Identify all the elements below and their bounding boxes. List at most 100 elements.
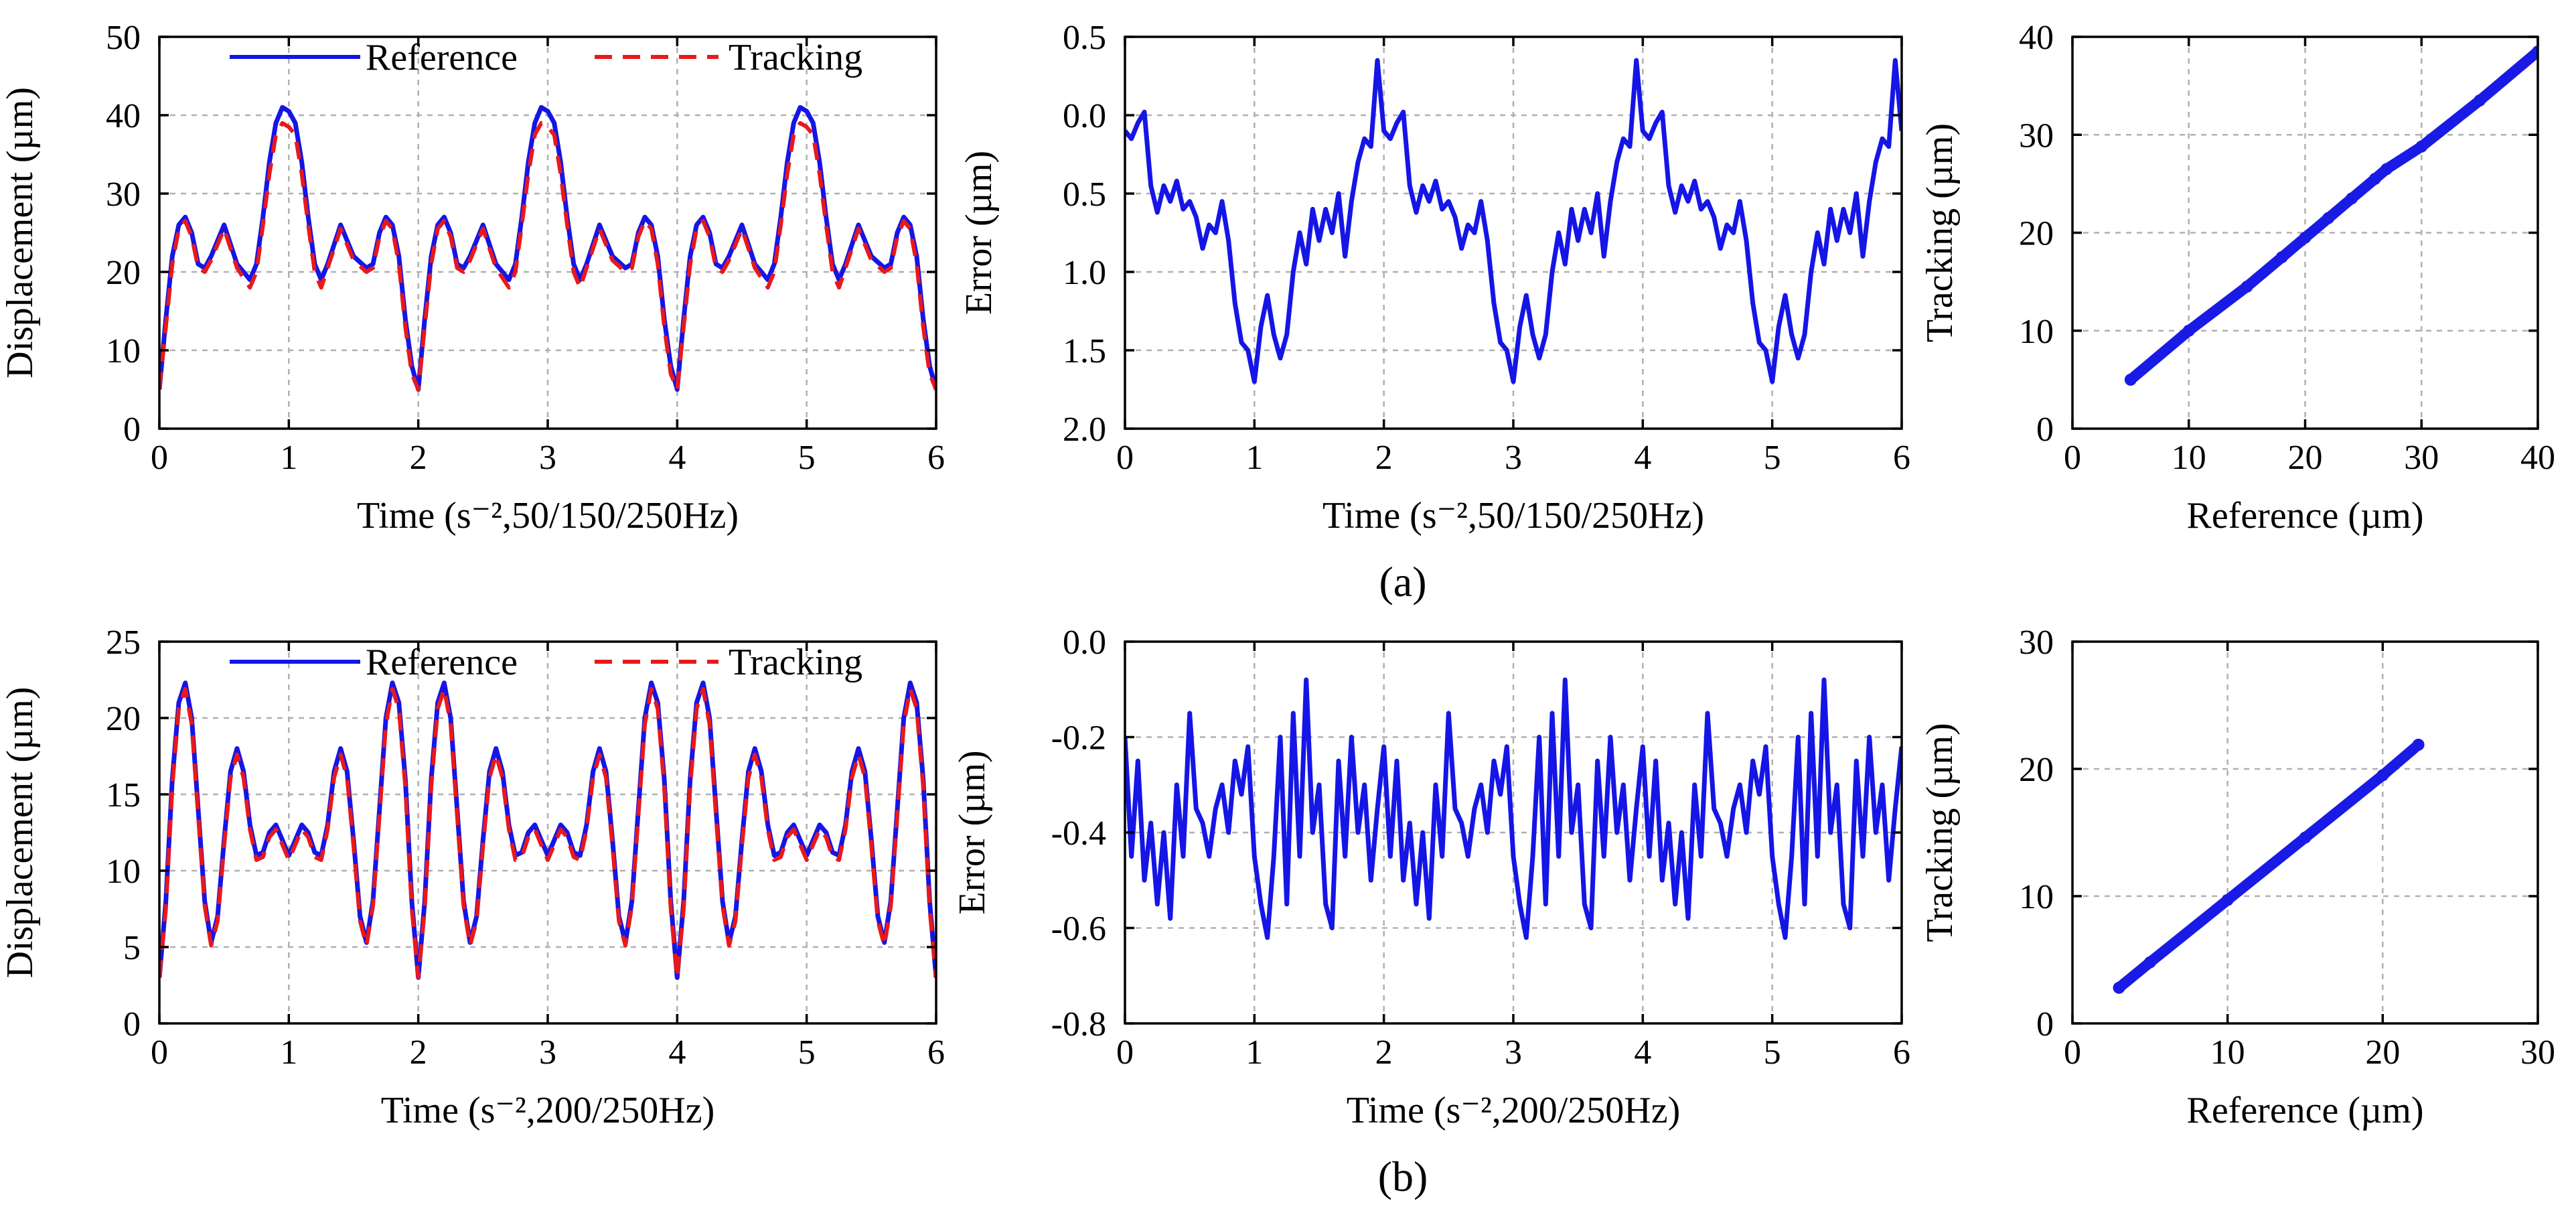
chart-a-scatter: 0 10 20 30 40 0 10 20 30 40 Reference (µm) Tracking… [1919,19,2555,536]
y-axis-label: Tracking (µm) [1919,723,1961,942]
scatter-point [2299,831,2312,844]
y-axis-label: Displacement (µm) [0,687,41,978]
chart-a-err: 0 1 2 3 4 5 6 0.5 0.0 0.5 1.0 1.5 2.0 Time (s⁻²,50/15… [958,19,1910,536]
x-tick-label: 1 [280,439,297,477]
x-tick-label: 4 [668,439,686,477]
plot-area [2113,738,2425,994]
scatter-point [2124,373,2137,386]
x-tick-label: 4 [1634,439,1651,477]
x-tick-label: 0 [151,439,168,477]
y-tick-label: 0.5 [1063,175,1106,214]
x-tick-label: 10 [2172,439,2206,477]
scatter-point [2113,981,2125,994]
x-tick-label: 2 [1375,439,1393,477]
scatter-point [2275,251,2288,264]
series-tracking [159,687,936,980]
y-tick-label: 10 [2019,878,2054,916]
y-tick-label: 20 [106,254,141,292]
y-tick-label: 30 [2019,117,2054,155]
x-tick-label: 5 [1764,1033,1781,1072]
y-tick-label: 15 [106,776,141,814]
x-tick-label: 10 [2210,1033,2245,1072]
x-axis-label: Time (s⁻²,50/150/250Hz) [1322,495,1704,536]
scatter-band [2113,739,2424,993]
plot-area [159,104,936,392]
x-tick-label: 30 [2404,439,2439,477]
y-tick-label: 5 [123,929,141,967]
x-tick-label: 0 [151,1033,168,1072]
chart-b-scatter: 0 10 20 30 0 10 20 30 Reference (µm) Tracking (µm… [1919,624,2555,1131]
y-axis-label: Error (µm) [952,750,993,914]
legend: Reference Tracking [230,642,862,683]
plot-area [1125,677,1902,940]
x-tick-label: 20 [2288,439,2323,477]
x-tick-label: 1 [1245,1033,1263,1072]
y-tick-label: 0.5 [1063,19,1106,57]
y-tick-label: 0.0 [1063,624,1106,662]
x-tick-label: 0 [2064,1033,2081,1072]
plot-area [159,680,936,981]
plot-area [2124,45,2538,386]
chart-a-disp: 0 1 2 3 4 5 6 0 10 20 30 40 50 Time (s⁻²,50/150/250Hz… [0,19,945,536]
x-tick-label: 2 [410,439,427,477]
x-tick-label: 3 [539,439,556,477]
y-tick-label: 20 [2019,751,2054,789]
y-tick-label: 1.5 [1063,332,1106,370]
legend-label-reference: Reference [366,642,518,683]
legend: Reference Tracking [230,37,862,78]
x-tick-label: 1 [1245,439,1263,477]
scatter-point [2241,280,2253,293]
x-tick-label: 6 [1893,1033,1910,1072]
chart-b-err: 0 1 2 3 4 5 6 0.0 -0.2 -0.4 -0.6 -0.8 Time (s⁻²,200/… [952,624,1910,1131]
y-tick-label: 0.0 [1063,97,1106,135]
x-tick-label: 3 [1505,439,1522,477]
y-tick-label: 10 [106,853,141,891]
y-tick-label: 0 [2036,1005,2054,1044]
x-axis-label: Time (s⁻²,200/250Hz) [1347,1090,1681,1131]
y-tick-label: 25 [106,624,141,662]
y-tick-label: 20 [106,700,141,738]
y-tick-label: 50 [106,19,141,57]
y-tick-label: 1.0 [1063,254,1106,292]
scatter-point [2380,163,2393,175]
series-error [1125,677,1902,940]
x-tick-label: 2 [410,1033,427,1072]
y-axis-label: Displacement (µm) [0,87,41,378]
scatter-point [2182,324,2195,337]
x-tick-label: 3 [1505,1033,1522,1072]
x-tick-label: 5 [798,439,816,477]
scatter-band [2125,46,2538,385]
scatter-point [2474,94,2486,107]
scatter-point [2221,893,2234,906]
x-tick-label: 5 [798,1033,816,1072]
chart-b-disp: 0 1 2 3 4 5 6 0 5 10 15 20 25 Time (s⁻²,200/250Hz) Dis… [0,624,945,1131]
y-tick-label: 20 [2019,215,2054,253]
scatter-point [2412,738,2425,751]
y-tick-label: 2.0 [1063,411,1106,449]
legend-label-tracking: Tracking [729,37,862,78]
series-tracking [159,121,936,392]
x-tick-label: 1 [280,1033,297,1072]
scatter-point [2368,173,2381,186]
caption-b: (b) [1378,1153,1428,1200]
scatter-point [2143,956,2156,968]
y-tick-label: 40 [2019,19,2054,57]
plot-frame [2071,640,2539,1025]
x-axis-label: Time (s⁻²,50/150/250Hz) [357,495,739,536]
x-tick-label: 2 [1375,1033,1393,1072]
y-tick-label: 30 [2019,624,2054,662]
scatter-point [2415,140,2428,153]
y-tick-label: 0 [123,411,141,449]
y-tick-label: 10 [2019,313,2054,351]
plot-area [1125,58,1902,384]
x-tick-label: 6 [927,439,945,477]
scatter-point [2376,769,2389,782]
x-tick-label: 0 [1116,1033,1134,1072]
scatter-point [2346,192,2358,205]
x-tick-label: 3 [539,1033,556,1072]
x-tick-label: 4 [1634,1033,1651,1072]
y-tick-label: 0 [2036,411,2054,449]
